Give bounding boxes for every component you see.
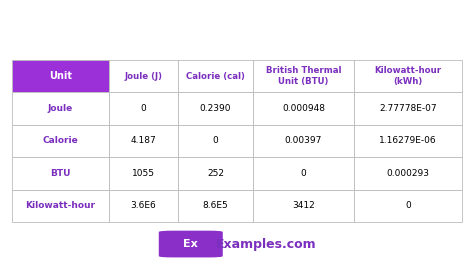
Text: 0.2390: 0.2390: [200, 104, 231, 113]
Text: CONVERSION OF ENERGY UNITS: CONVERSION OF ENERGY UNITS: [56, 20, 418, 39]
Text: Calorie: Calorie: [42, 136, 78, 146]
FancyBboxPatch shape: [109, 157, 178, 190]
FancyBboxPatch shape: [354, 190, 462, 222]
Text: 8.6E5: 8.6E5: [203, 201, 228, 210]
FancyBboxPatch shape: [12, 157, 109, 190]
Text: Joule: Joule: [47, 104, 73, 113]
FancyBboxPatch shape: [109, 92, 178, 125]
Text: Calorie (cal): Calorie (cal): [186, 72, 245, 81]
Text: 1055: 1055: [132, 169, 155, 178]
FancyBboxPatch shape: [178, 60, 253, 92]
Text: 0: 0: [301, 169, 306, 178]
Text: Unit: Unit: [49, 71, 72, 81]
Text: 0.000293: 0.000293: [387, 169, 429, 178]
Text: 0.00397: 0.00397: [285, 136, 322, 146]
FancyBboxPatch shape: [253, 125, 354, 157]
FancyBboxPatch shape: [253, 157, 354, 190]
FancyBboxPatch shape: [253, 92, 354, 125]
Text: 3412: 3412: [292, 201, 315, 210]
Text: Examples.com: Examples.com: [216, 238, 316, 251]
FancyBboxPatch shape: [109, 125, 178, 157]
FancyBboxPatch shape: [354, 157, 462, 190]
Text: Kilowatt-hour: Kilowatt-hour: [25, 201, 95, 210]
FancyBboxPatch shape: [253, 190, 354, 222]
FancyBboxPatch shape: [354, 60, 462, 92]
Text: BTU: BTU: [50, 169, 71, 178]
Text: Ex: Ex: [183, 239, 198, 249]
FancyBboxPatch shape: [178, 125, 253, 157]
FancyBboxPatch shape: [354, 125, 462, 157]
Text: 2.77778E-07: 2.77778E-07: [379, 104, 437, 113]
FancyBboxPatch shape: [178, 157, 253, 190]
FancyBboxPatch shape: [12, 92, 109, 125]
Text: 0: 0: [141, 104, 146, 113]
FancyBboxPatch shape: [253, 60, 354, 92]
Text: 0: 0: [405, 201, 411, 210]
Text: 1.16279E-06: 1.16279E-06: [379, 136, 437, 146]
FancyBboxPatch shape: [12, 190, 109, 222]
Text: British Thermal
Unit (BTU): British Thermal Unit (BTU): [265, 66, 341, 86]
Text: 3.6E6: 3.6E6: [131, 201, 156, 210]
Text: 0: 0: [213, 136, 219, 146]
FancyBboxPatch shape: [12, 60, 109, 92]
FancyBboxPatch shape: [354, 92, 462, 125]
FancyBboxPatch shape: [109, 60, 178, 92]
Text: 252: 252: [207, 169, 224, 178]
FancyBboxPatch shape: [178, 92, 253, 125]
FancyBboxPatch shape: [109, 190, 178, 222]
Text: 4.187: 4.187: [131, 136, 156, 146]
Text: Kilowatt-hour
(kWh): Kilowatt-hour (kWh): [374, 66, 442, 86]
FancyBboxPatch shape: [12, 125, 109, 157]
FancyBboxPatch shape: [159, 231, 223, 257]
Text: Joule (J): Joule (J): [125, 72, 163, 81]
Text: 0.000948: 0.000948: [282, 104, 325, 113]
FancyBboxPatch shape: [178, 190, 253, 222]
